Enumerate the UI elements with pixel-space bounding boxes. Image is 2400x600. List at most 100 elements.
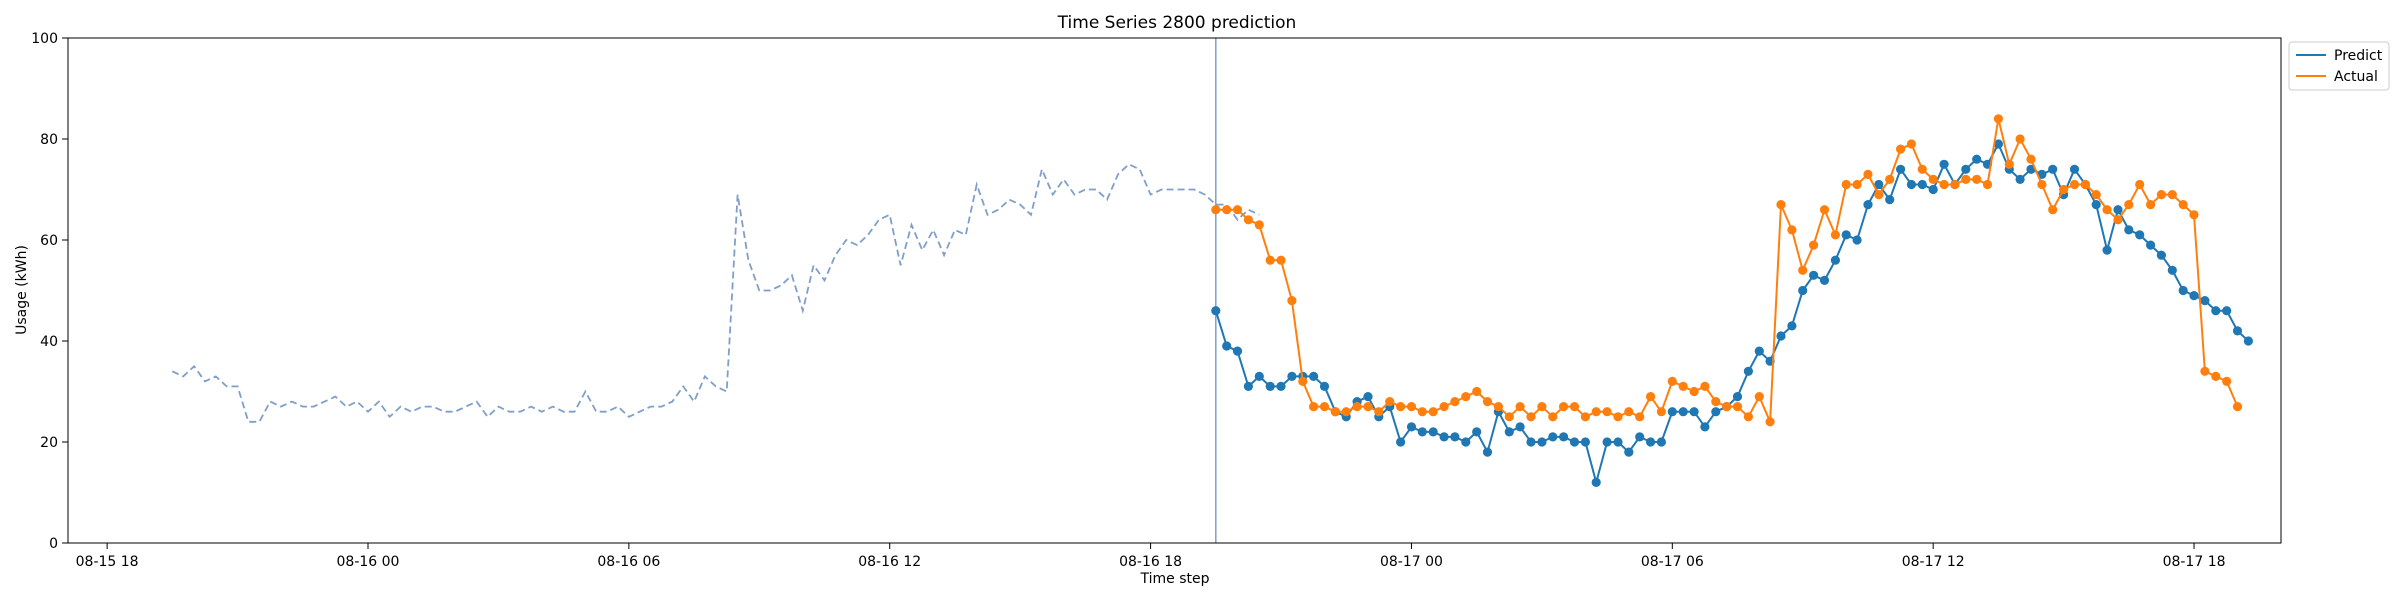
predict-point bbox=[1743, 366, 1753, 376]
predict-point bbox=[1896, 164, 1906, 174]
x-tick-label: 08-16 06 bbox=[597, 554, 660, 570]
y-axis-label: Usage (kWh) bbox=[14, 245, 30, 335]
predict-point bbox=[1863, 200, 1873, 210]
x-tick-label: 08-17 12 bbox=[1902, 554, 1965, 570]
actual-point bbox=[2048, 205, 2058, 215]
predict-point bbox=[1243, 381, 1253, 391]
actual-point bbox=[2189, 210, 2199, 220]
actual-point bbox=[2200, 366, 2210, 376]
x-tick-label: 08-17 06 bbox=[1641, 554, 1704, 570]
predict-point bbox=[1482, 447, 1493, 457]
actual-point bbox=[1352, 402, 1362, 412]
predict-point bbox=[1515, 422, 1525, 432]
predict-point bbox=[1211, 306, 1221, 316]
predict-point bbox=[2211, 306, 2221, 316]
plot-area bbox=[171, 38, 2253, 543]
actual-point bbox=[1809, 240, 1819, 250]
predict-point bbox=[1787, 321, 1797, 331]
actual-point bbox=[1776, 200, 1786, 210]
predict-point bbox=[1319, 381, 1330, 391]
predict-point bbox=[1624, 447, 1634, 457]
actual-point bbox=[2135, 179, 2145, 190]
predict-point bbox=[2156, 250, 2166, 260]
actual-point bbox=[1417, 407, 1427, 417]
predict-point bbox=[2200, 296, 2210, 306]
actual-point bbox=[1982, 179, 1993, 190]
actual-point bbox=[1863, 169, 1873, 179]
predict-point bbox=[1885, 195, 1895, 205]
history-line bbox=[171, 163, 1260, 423]
y-tick-label: 60 bbox=[40, 233, 58, 249]
predict-point bbox=[1363, 392, 1373, 402]
actual-point bbox=[1330, 407, 1340, 417]
actual-point bbox=[1732, 402, 1743, 412]
y-tick-label: 80 bbox=[40, 132, 58, 148]
actual-point bbox=[1341, 407, 1351, 417]
predict-point bbox=[1232, 346, 1243, 356]
actual-point bbox=[1950, 179, 1960, 190]
actual-point bbox=[2080, 179, 2090, 190]
actual-point bbox=[1656, 407, 1666, 417]
predict-point bbox=[1928, 184, 1938, 195]
predict-point bbox=[1548, 432, 1558, 442]
predict-point bbox=[1222, 341, 1232, 351]
actual-point bbox=[1591, 407, 1601, 417]
predict-point bbox=[2189, 291, 2199, 301]
actual-point bbox=[1787, 225, 1797, 235]
actual-point bbox=[1298, 376, 1308, 386]
actual-point bbox=[2004, 159, 2014, 169]
predict-point bbox=[1819, 275, 1830, 285]
predict-point bbox=[1689, 407, 1699, 417]
actual-point bbox=[2037, 179, 2047, 190]
actual-point bbox=[1678, 381, 1688, 391]
x-tick-label: 08-15 18 bbox=[76, 554, 139, 570]
predict-point bbox=[2243, 336, 2253, 346]
actual-point bbox=[1439, 402, 1449, 412]
actual-point bbox=[2015, 134, 2025, 144]
predict-point bbox=[1309, 371, 1319, 381]
actual-point bbox=[1602, 407, 1612, 417]
actual-point bbox=[1700, 381, 1710, 391]
actual-point bbox=[1374, 407, 1384, 417]
predict-point bbox=[1406, 422, 1417, 432]
predict-point bbox=[2091, 200, 2101, 210]
actual-point bbox=[1765, 417, 1775, 427]
actual-series bbox=[1211, 114, 2243, 427]
actual-point bbox=[1396, 402, 1406, 412]
predict-point bbox=[2135, 230, 2145, 240]
actual-point bbox=[2156, 190, 2166, 200]
actual-point bbox=[2211, 371, 2221, 381]
predict-point bbox=[2167, 265, 2177, 275]
actual-point bbox=[1276, 255, 1286, 265]
predict-point bbox=[1841, 230, 1851, 240]
predict-point bbox=[1428, 427, 1438, 437]
actual-point bbox=[1406, 402, 1417, 412]
predict-point bbox=[1754, 346, 1764, 356]
actual-point bbox=[1472, 386, 1482, 397]
predict-point bbox=[1711, 407, 1721, 417]
plot-frame bbox=[67, 37, 2282, 544]
actual-point bbox=[1722, 402, 1732, 412]
predict-point bbox=[1613, 437, 1623, 447]
chart-title: Time Series 2800 prediction bbox=[1057, 13, 1297, 33]
actual-point bbox=[1482, 397, 1493, 407]
actual-point bbox=[1232, 205, 1243, 215]
predict-point bbox=[1287, 371, 1297, 381]
actual-point bbox=[1906, 139, 1916, 149]
actual-point bbox=[1526, 412, 1536, 422]
actual-point bbox=[1874, 190, 1884, 200]
actual-point bbox=[1993, 114, 2003, 124]
predict-point bbox=[1917, 179, 1927, 190]
predict-point bbox=[1906, 179, 1916, 190]
legend-label-predict: Predict bbox=[2334, 48, 2383, 64]
predict-point bbox=[1874, 179, 1884, 190]
actual-point bbox=[1548, 412, 1558, 422]
actual-point bbox=[1635, 412, 1645, 422]
predict-point bbox=[1678, 407, 1688, 417]
predict-point bbox=[1830, 255, 1840, 265]
x-axis-label: Time step bbox=[1140, 571, 1210, 587]
actual-point bbox=[2091, 190, 2101, 200]
legend: Predict Actual bbox=[2288, 41, 2390, 91]
actual-point bbox=[1689, 386, 1699, 397]
y-tick-label: 20 bbox=[40, 435, 58, 451]
